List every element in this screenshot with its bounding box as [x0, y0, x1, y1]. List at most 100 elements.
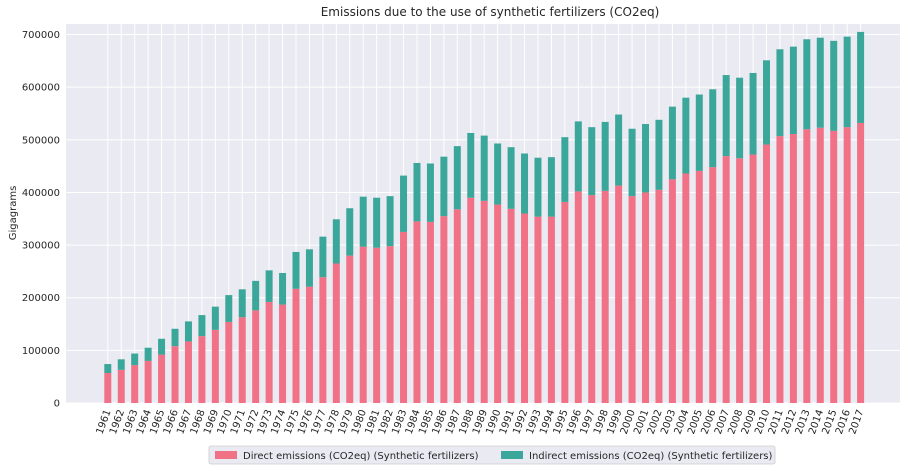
bar-direct-1980 — [359, 246, 367, 403]
bar-indirect-1979 — [346, 208, 354, 256]
bar-indirect-1967 — [184, 321, 192, 342]
bar-indirect-2014 — [816, 37, 824, 128]
bar-indirect-2010 — [763, 60, 770, 145]
bar-direct-2015 — [830, 130, 838, 404]
bar-direct-1977 — [319, 277, 327, 403]
bar-direct-1962 — [117, 369, 125, 403]
legend-swatch-indirect — [501, 451, 523, 459]
bar-direct-1966 — [171, 346, 179, 403]
bar-indirect-1963 — [131, 353, 139, 366]
bar-indirect-2004 — [682, 97, 690, 174]
bar-indirect-1986 — [440, 156, 448, 217]
bar-indirect-1997 — [588, 127, 596, 196]
bar-indirect-2003 — [668, 106, 676, 180]
bar-direct-2004 — [682, 173, 690, 403]
bar-direct-1970 — [225, 321, 233, 403]
bar-direct-1989 — [480, 200, 488, 403]
bar-indirect-1982 — [386, 196, 394, 247]
bar-indirect-1980 — [359, 196, 367, 247]
bar-direct-2016 — [843, 127, 851, 403]
bar-indirect-2016 — [843, 36, 851, 128]
bar-direct-1986 — [440, 216, 448, 403]
bar-direct-1987 — [453, 209, 461, 403]
bar-direct-2001 — [642, 192, 650, 403]
bar-indirect-1985 — [426, 163, 434, 222]
bar-direct-1988 — [467, 197, 475, 403]
bar-direct-1998 — [601, 190, 609, 403]
bar-indirect-1968 — [198, 315, 206, 337]
bar-indirect-2012 — [789, 46, 797, 135]
bar-indirect-1978 — [332, 219, 340, 264]
legend-box — [208, 445, 776, 465]
bar-indirect-1981 — [373, 197, 381, 248]
bar-indirect-1961 — [104, 364, 112, 373]
bar-indirect-1973 — [265, 270, 273, 302]
y-tick-label: 200000 — [22, 293, 60, 304]
bar-direct-1994 — [547, 216, 555, 403]
bar-indirect-1974 — [279, 272, 287, 305]
bar-direct-1964 — [144, 360, 152, 403]
bar-indirect-1989 — [480, 135, 488, 201]
bar-direct-1991 — [507, 208, 515, 403]
bar-direct-1974 — [279, 304, 287, 403]
bar-direct-1995 — [561, 201, 569, 403]
bar-direct-1967 — [184, 341, 192, 403]
bar-direct-1972 — [252, 310, 260, 403]
bar-direct-1979 — [346, 255, 354, 403]
bar-indirect-2005 — [695, 94, 703, 171]
y-tick-label: 600000 — [22, 83, 60, 94]
legend: Direct emissions (CO2eq) (Synthetic fert… — [208, 445, 776, 465]
bar-direct-1983 — [400, 231, 408, 403]
bar-direct-2017 — [857, 122, 865, 403]
bar-direct-2000 — [628, 196, 636, 403]
y-tick-label: 100000 — [22, 346, 60, 357]
bar-indirect-1983 — [400, 175, 408, 232]
bar-indirect-1993 — [534, 157, 542, 217]
bars — [104, 31, 865, 404]
bar-indirect-1995 — [561, 137, 569, 202]
bar-indirect-1965 — [158, 338, 166, 355]
bar-direct-2007 — [722, 156, 730, 403]
bar-direct-1997 — [588, 195, 596, 403]
bar-indirect-2009 — [749, 72, 757, 155]
bar-direct-2014 — [816, 127, 824, 403]
chart-title: Emissions due to the use of synthetic fe… — [321, 5, 660, 19]
bar-direct-2011 — [776, 136, 784, 403]
bar-indirect-1990 — [494, 143, 502, 205]
bar-indirect-2013 — [803, 39, 811, 130]
y-tick-label: 0 — [54, 399, 60, 410]
legend-label-indirect: Indirect emissions (CO2eq) (Synthetic fe… — [529, 451, 773, 462]
bar-direct-1968 — [198, 336, 206, 403]
bar-direct-2013 — [803, 129, 811, 403]
bar-indirect-1962 — [117, 359, 125, 370]
bar-direct-1973 — [265, 301, 273, 403]
bar-direct-1978 — [332, 263, 340, 403]
bar-indirect-2017 — [857, 31, 865, 123]
bar-indirect-1970 — [225, 295, 233, 322]
bar-direct-1981 — [373, 247, 381, 403]
bar-indirect-1976 — [305, 249, 313, 287]
bar-direct-1976 — [305, 286, 313, 403]
bar-indirect-1999 — [615, 114, 623, 186]
bar-indirect-1969 — [211, 306, 219, 330]
bar-direct-2012 — [789, 134, 797, 404]
bar-indirect-2015 — [830, 40, 838, 131]
y-tick-label: 500000 — [22, 135, 60, 146]
bar-direct-1993 — [534, 216, 542, 403]
bar-direct-1965 — [158, 354, 166, 403]
bar-indirect-1971 — [238, 289, 246, 318]
bar-indirect-2006 — [709, 89, 717, 168]
bar-direct-1992 — [521, 213, 529, 403]
bar-indirect-1964 — [144, 347, 152, 361]
bar-indirect-1975 — [292, 251, 300, 289]
bar-direct-1990 — [494, 204, 502, 403]
bar-direct-1969 — [211, 329, 219, 403]
bar-direct-1985 — [426, 221, 434, 403]
bar-direct-2003 — [668, 179, 676, 403]
bar-direct-1999 — [615, 185, 623, 403]
bar-indirect-1998 — [601, 121, 609, 191]
bar-direct-1961 — [104, 372, 112, 403]
bar-direct-2006 — [709, 167, 717, 403]
bar-indirect-1977 — [319, 236, 327, 278]
